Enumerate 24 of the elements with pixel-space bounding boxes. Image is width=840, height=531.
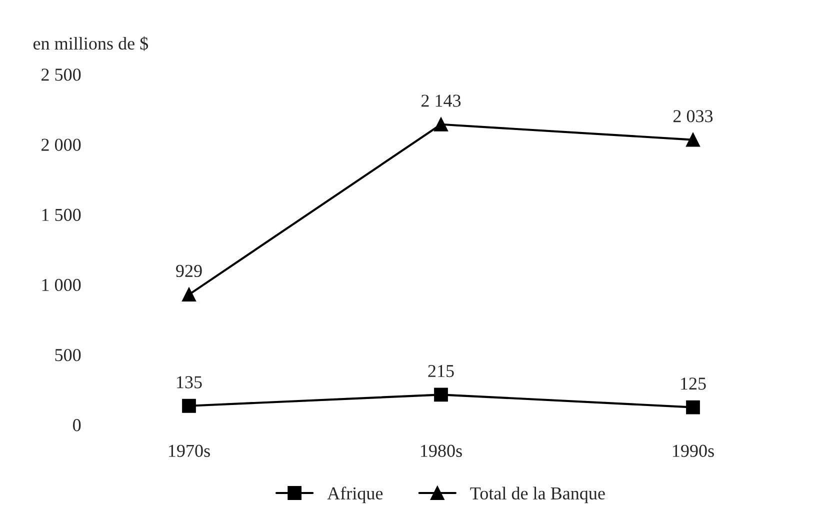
data-label: 2 033 [673,110,713,122]
y-tick-label: 1 500 [42,208,81,221]
legend-label: Afrique [327,486,383,504]
y-tick-label: 1 000 [42,278,81,292]
y-tick-label: 2 000 [42,138,81,151]
point [434,388,448,402]
x-tick-label: 1970s [169,444,210,457]
point [686,400,700,414]
x-tick-label: 1990s [673,444,714,457]
data-label: 2 143 [421,94,461,107]
y-tick-label: 500 [55,348,81,362]
data-label: 135 [177,376,202,388]
point [182,288,196,302]
y-axis-title: en millions de $ [33,36,148,51]
data-label: 215 [428,364,454,378]
data-label: 929 [176,264,202,278]
y-tick-label: 0 [73,419,81,432]
data-label: 125 [681,378,706,390]
point [686,132,700,147]
legend-label: Total de la Banque [470,486,605,504]
x-tick-label: 1980s [421,444,462,457]
point [434,117,448,132]
point [182,398,196,413]
y-tick-label: 2 500 [42,68,81,81]
